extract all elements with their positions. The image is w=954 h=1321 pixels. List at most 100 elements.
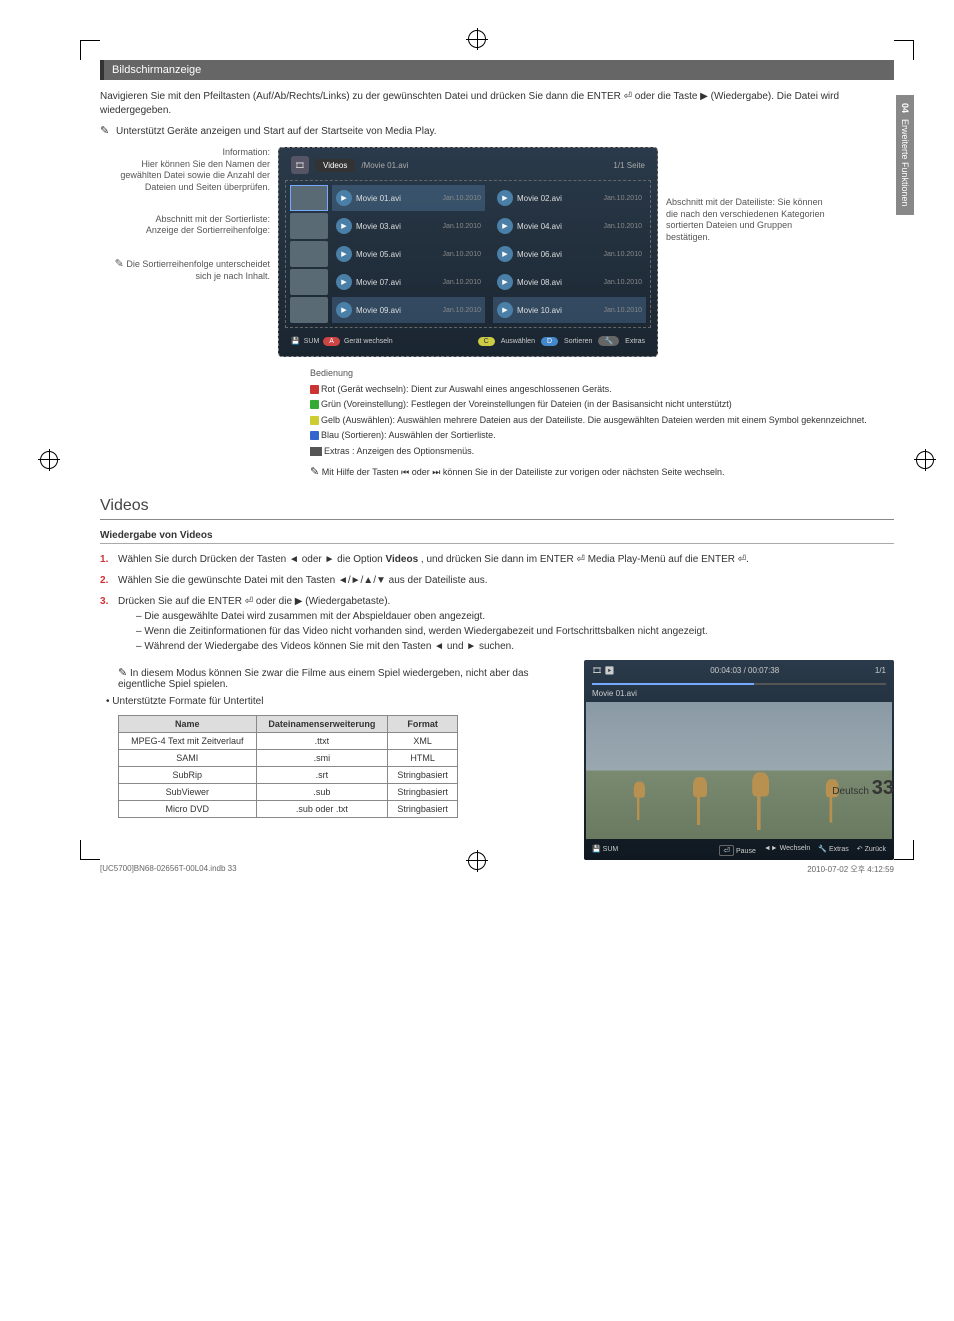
support-note: ✎ Unterstützt Geräte anzeigen und Start … bbox=[100, 124, 894, 137]
legend-t: Extras : Anzeigen des Optionsmenüs. bbox=[324, 446, 474, 456]
file-row[interactable]: ▶Movie 10.aviJan.10.2010 bbox=[493, 297, 646, 323]
file-row[interactable]: ▶Movie 06.aviJan.10.2010 bbox=[493, 241, 646, 267]
file-icon: ▶ bbox=[336, 246, 352, 262]
file-icon: ▶ bbox=[497, 274, 513, 290]
file-row[interactable]: ▶Movie 05.aviJan.10.2010 bbox=[332, 241, 485, 267]
file-icon: ▶ bbox=[497, 218, 513, 234]
preview-pause: Pause bbox=[736, 848, 756, 855]
table-cell: Micro DVD bbox=[119, 800, 257, 817]
file-row[interactable]: ▶ Movie 07.avi Jan.10.2010 bbox=[332, 269, 485, 295]
preview-extras: Extras bbox=[829, 846, 849, 853]
chapter-number: 04 bbox=[900, 103, 910, 113]
file-row[interactable]: ▶ Movie 08.avi Jan.10.2010 bbox=[493, 269, 646, 295]
legend-a: Rot (Gerät wechseln): Dient zur Auswahl … bbox=[321, 384, 612, 394]
enter-icon: ⏎ bbox=[719, 845, 734, 856]
print-info: [UC5700]BN68-02656T-00L04.indb 33 2010-0… bbox=[100, 864, 894, 875]
sort-label: Abschnitt mit der Sortierliste: bbox=[100, 214, 270, 226]
crop-mark-bl bbox=[80, 840, 100, 860]
legend-b: Grün (Voreinstellung): Festlegen der Vor… bbox=[321, 399, 732, 409]
file-date: Jan.10.2010 bbox=[442, 195, 481, 202]
file-row[interactable]: ▶ Movie 01.avi Jan.10.2010 bbox=[332, 185, 485, 211]
thumb-4[interactable] bbox=[290, 269, 328, 295]
media-explainer: Information: Hier können Sie den Namen d… bbox=[100, 147, 894, 357]
file-name: Movie 01.avi bbox=[356, 194, 438, 203]
crop-mark-tl bbox=[80, 40, 100, 60]
thumb-5[interactable] bbox=[290, 297, 328, 323]
player-tab: Videos bbox=[315, 159, 355, 172]
step3-d2: Wenn die Zeitinformationen für das Video… bbox=[136, 624, 894, 639]
file-icon: ▶ bbox=[336, 218, 352, 234]
btn-d[interactable]: D bbox=[541, 337, 558, 346]
btn-tools[interactable]: 🔧 bbox=[598, 336, 619, 346]
btn-a[interactable]: A bbox=[323, 337, 340, 346]
lang-label: Deutsch bbox=[832, 786, 869, 797]
table-cell: Stringbasiert bbox=[388, 783, 458, 800]
file-row[interactable]: ▶Movie 09.aviJan.10.2010 bbox=[332, 297, 485, 323]
step-3: Drücken Sie auf die ENTER ⏎ oder die ▶ (… bbox=[100, 594, 894, 654]
page-indicator: 1/1 Seite bbox=[613, 161, 645, 170]
file-date: Jan.10.2010 bbox=[603, 279, 642, 286]
thumb-1[interactable] bbox=[290, 185, 328, 211]
video-preview: 🎞 ▶ 00:04:03 / 00:07:38 1/1 Movie 01.avi… bbox=[584, 660, 894, 860]
th-name: Name bbox=[119, 715, 257, 732]
table-cell: .srt bbox=[256, 766, 388, 783]
step3-text: Drücken Sie auf die ENTER ⏎ oder die ▶ (… bbox=[118, 596, 390, 607]
preview-zuruck: Zurück bbox=[865, 846, 886, 853]
registration-mark-right bbox=[916, 451, 934, 469]
note-icon: ✎ bbox=[115, 258, 124, 270]
file-row[interactable]: ▶Movie 02.aviJan.10.2010 bbox=[493, 185, 646, 211]
file-row[interactable]: ▶Movie 04.aviJan.10.2010 bbox=[493, 213, 646, 239]
step1-text-b: Videos bbox=[386, 554, 419, 565]
file-name: Movie 08.avi bbox=[517, 278, 599, 287]
chapter-tab: 04 Erweiterte Funktionen bbox=[896, 95, 914, 215]
reel-icon: 🎞 ▶ bbox=[592, 666, 615, 675]
table-cell: Stringbasiert bbox=[388, 766, 458, 783]
table-cell: HTML bbox=[388, 749, 458, 766]
player-footer: 💾 SUM A Gerät wechseln C Auswählen D Sor… bbox=[285, 332, 651, 350]
table-row: SubRip.srtStringbasiert bbox=[119, 766, 458, 783]
file-icon: ▶ bbox=[336, 190, 352, 206]
sort-desc: Anzeige der Sortierreihenfolge: bbox=[100, 225, 270, 237]
giraffe-icon bbox=[634, 780, 648, 820]
step1-text-a: Wählen Sie durch Drücken der Tasten ◄ od… bbox=[118, 554, 386, 565]
file-name: Movie 07.avi bbox=[356, 278, 438, 287]
preview-time: 00:04:03 / 00:07:38 bbox=[710, 666, 779, 675]
tools-icon bbox=[310, 447, 322, 456]
th-format: Format bbox=[388, 715, 458, 732]
btn-a-label: Gerät wechseln bbox=[344, 338, 393, 345]
preview-frame bbox=[586, 702, 892, 839]
videos-heading: Videos bbox=[100, 497, 894, 520]
th-ext: Dateinamenserweiterung bbox=[256, 715, 388, 732]
player-breadcrumb: /Movie 01.avi bbox=[361, 161, 408, 170]
file-date: Jan.10.2010 bbox=[442, 279, 481, 286]
file-name: Movie 03.avi bbox=[356, 222, 438, 231]
file-icon: ▶ bbox=[497, 190, 513, 206]
sum-icon: 💾 bbox=[291, 337, 300, 345]
page-num: 33 bbox=[872, 777, 894, 799]
mode-note: ✎ In diesem Modus können Sie zwar die Fi… bbox=[100, 666, 564, 690]
file-row[interactable]: ▶Movie 03.aviJan.10.2010 bbox=[332, 213, 485, 239]
controls-legend: Bedienung Rot (Gerät wechseln): Dient zu… bbox=[310, 367, 894, 481]
table-cell: MPEG-4 Text mit Zeitverlauf bbox=[119, 732, 257, 749]
giraffe-icon bbox=[752, 770, 774, 830]
progress-bar[interactable] bbox=[592, 683, 886, 685]
file-icon: ▶ bbox=[336, 302, 352, 318]
legend-title: Bedienung bbox=[310, 367, 894, 381]
support-note-text: Unterstützt Geräte anzeigen und Start au… bbox=[116, 126, 437, 137]
btn-c[interactable]: C bbox=[478, 337, 495, 346]
thumb-2[interactable] bbox=[290, 213, 328, 239]
chapter-label: Erweiterte Funktionen bbox=[900, 119, 910, 207]
table-cell: XML bbox=[388, 732, 458, 749]
file-name: Movie 04.avi bbox=[517, 222, 599, 231]
file-list: ▶Movie 01.aviJan.10.2010▶Movie 02.aviJan… bbox=[332, 185, 646, 323]
thumb-3[interactable] bbox=[290, 241, 328, 267]
file-icon: ▶ bbox=[336, 274, 352, 290]
sort-thumbnails bbox=[290, 185, 328, 323]
file-date: Jan.10.2010 bbox=[603, 195, 642, 202]
step1-text-c: , und drücken Sie dann im ENTER ⏎ Media … bbox=[421, 554, 749, 565]
step-1: Wählen Sie durch Drücken der Tasten ◄ od… bbox=[100, 552, 894, 567]
print-right: 2010-07-02 오후 4:12:59 bbox=[807, 864, 894, 875]
table-row: MPEG-4 Text mit Zeitverlauf.ttxtXML bbox=[119, 732, 458, 749]
steps-list: Wählen Sie durch Drücken der Tasten ◄ od… bbox=[100, 552, 894, 654]
table-cell: .sub bbox=[256, 783, 388, 800]
